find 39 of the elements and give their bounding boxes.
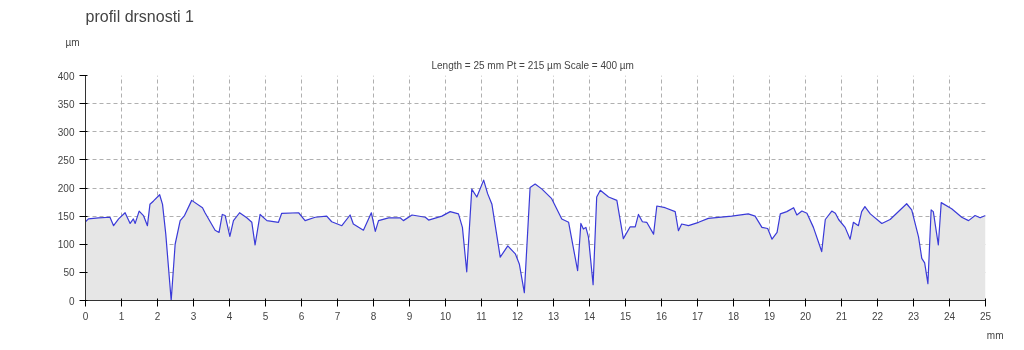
x-tick-label: 7 xyxy=(334,310,341,322)
x-tick-label: 6 xyxy=(298,310,305,322)
x-tick-label: 23 xyxy=(907,310,920,322)
x-tick-label: 9 xyxy=(406,310,413,322)
x-tick-label: 17 xyxy=(691,310,704,322)
y-tick-label: 50 xyxy=(63,267,75,279)
y-tick-label: 100 xyxy=(57,239,75,251)
x-tick-label: 5 xyxy=(262,310,269,322)
x-tick-label: 24 xyxy=(943,310,956,322)
y-tick-label: 250 xyxy=(57,154,75,166)
x-tick-label: 8 xyxy=(370,310,377,322)
x-tick-label: 4 xyxy=(226,310,233,322)
x-tick-label: 19 xyxy=(763,310,776,322)
x-tick-label: 12 xyxy=(511,310,524,322)
x-tick-label: 0 xyxy=(82,310,89,322)
y-tick-label: 150 xyxy=(57,211,75,223)
y-tick-label: 350 xyxy=(57,98,75,110)
x-tick-label: 21 xyxy=(835,310,848,322)
x-tick-label: 2 xyxy=(154,310,161,322)
x-tick-label: 13 xyxy=(547,310,560,322)
x-tick-label: 25 xyxy=(979,310,992,322)
chart-title: profil drsnosti 1 xyxy=(85,7,195,25)
x-tick-label: 3 xyxy=(190,310,197,322)
x-tick-label: 11 xyxy=(476,310,488,322)
x-tick-label: 10 xyxy=(439,310,452,322)
x-tick-label: 1 xyxy=(118,310,125,322)
y-axis-title: µm xyxy=(65,36,80,48)
x-tick-label: 16 xyxy=(655,310,668,322)
x-tick-label: 15 xyxy=(619,310,632,322)
x-tick-label: 14 xyxy=(583,310,596,322)
y-tick-label: 0 xyxy=(68,295,75,307)
y-tick-label: 400 xyxy=(57,70,75,82)
x-tick-label: 20 xyxy=(799,310,812,322)
y-tick-label: 200 xyxy=(57,183,75,194)
chart-subtitle: Length = 25 mm Pt = 215 µm Scale = 400 µm xyxy=(431,59,634,71)
x-tick-label: 18 xyxy=(727,310,740,322)
x-axis-title: mm xyxy=(986,329,1004,341)
y-tick-label: 300 xyxy=(57,126,75,138)
x-tick-label: 22 xyxy=(871,310,884,322)
